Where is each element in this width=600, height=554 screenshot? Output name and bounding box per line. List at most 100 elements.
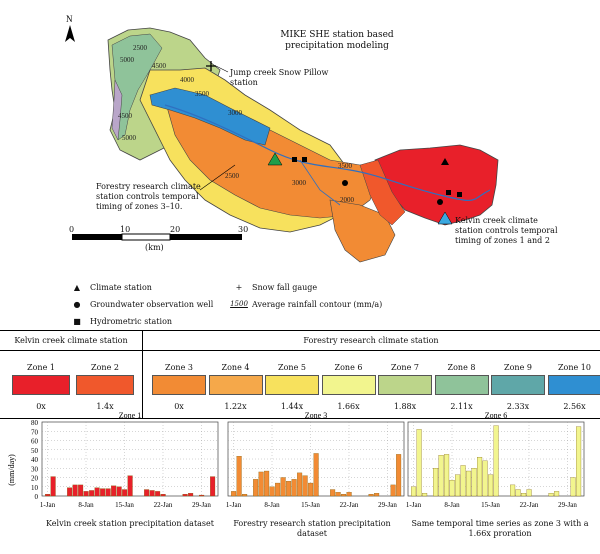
- x-tick-label: 1-Jan: [226, 501, 242, 509]
- zone-multiplier: 0x: [36, 402, 46, 411]
- legend-climate-station: Climate station: [90, 282, 152, 292]
- chart-title: Zone 6: [485, 411, 507, 420]
- bar: [160, 493, 166, 497]
- bar: [526, 489, 532, 497]
- zone-cell: Zone 7 1.88x: [378, 362, 432, 416]
- table-header-rule: [0, 350, 600, 351]
- contour-label: 3500: [338, 162, 353, 170]
- bar: [50, 476, 56, 497]
- contour-sample-icon: 1500: [230, 300, 248, 308]
- zone-cell: Zone 5 1.44x: [265, 362, 319, 416]
- bar: [199, 494, 205, 497]
- zone-cell: Zone 1 0x: [12, 362, 70, 416]
- bar: [466, 470, 472, 497]
- map-zone-south: [329, 199, 396, 263]
- bar: [144, 489, 150, 497]
- contour-label: 4000: [180, 76, 195, 84]
- chart-caption-3: Same temporal time series as zone 3 with…: [411, 519, 589, 538]
- zone-name: Zone 8: [447, 363, 476, 372]
- zone-multiplier: 2.56x: [563, 402, 586, 411]
- bar: [45, 493, 51, 497]
- bar: [341, 493, 347, 497]
- zone-cell: Zone 10 2.56x: [547, 362, 600, 416]
- bar: [149, 490, 155, 497]
- scale-tick: 30: [238, 225, 249, 234]
- zone-name: Zone 4: [221, 363, 250, 372]
- map-title: MIKE SHE station based precipitation mod…: [280, 30, 394, 51]
- zone-multiplier: 1.88x: [393, 402, 417, 411]
- bar: [122, 489, 128, 497]
- north-arrow-icon: [65, 25, 75, 42]
- bar: [264, 470, 270, 497]
- bar: [521, 493, 527, 497]
- zone-name: Zone 2: [91, 363, 119, 372]
- bar: [416, 429, 422, 497]
- y-tick-label: 10: [31, 484, 39, 492]
- river-branch: [299, 159, 341, 206]
- zone-color-swatch: [321, 375, 376, 395]
- hydrometric-station: [446, 190, 451, 195]
- map-zone-blue: [149, 87, 271, 146]
- river: [164, 104, 491, 201]
- bar: [390, 484, 396, 497]
- table-top-rule: [0, 330, 600, 331]
- bar: [111, 485, 117, 497]
- groundwater-well-icon: ●: [73, 299, 81, 309]
- bar: [155, 491, 161, 497]
- snow-gauge-icon: +: [235, 282, 243, 292]
- bar: [188, 493, 194, 497]
- zone-color-swatch: [265, 375, 319, 395]
- bar: [346, 492, 352, 497]
- bar: [510, 484, 516, 497]
- bar: [105, 488, 111, 497]
- y-tick-label: 70: [31, 428, 39, 436]
- catchment-map: 2500 5000 4500 4000 3500 3000 2500 3000 …: [65, 14, 499, 263]
- north-label: N: [66, 14, 73, 24]
- x-tick-label: 29-Jan: [192, 501, 211, 509]
- chart-caption-2: Forestry research station precipitation …: [233, 519, 391, 538]
- bar: [78, 484, 84, 497]
- bar: [368, 493, 374, 497]
- forestry-header: Forestry research climate station: [303, 336, 439, 345]
- forestry-climate-station: [267, 152, 283, 166]
- hydrometric-station-icon: ■: [73, 316, 81, 326]
- bar: [471, 468, 477, 497]
- zone-multiplier: 0x: [174, 402, 184, 411]
- bar: [72, 484, 78, 497]
- bar: [477, 456, 483, 497]
- bar: [438, 455, 444, 497]
- bar: [67, 487, 73, 497]
- map-zone-east-orange: [359, 159, 406, 226]
- zone-name: Zone 1: [27, 363, 55, 372]
- legend-groundwater-well: Groundwater observation well: [90, 299, 214, 309]
- climate-station-icon: ▲: [73, 282, 81, 292]
- bar: [253, 479, 259, 497]
- zone-multiplier: 1.22x: [224, 402, 247, 411]
- bar: [182, 493, 188, 497]
- bar: [280, 477, 286, 497]
- x-tick-label: 22-Jan: [340, 501, 359, 509]
- contour-label: 2500: [133, 44, 148, 52]
- y-tick-label: 40: [31, 456, 39, 464]
- x-tick-label: 1-Jan: [40, 501, 56, 509]
- zone-multiplier: 1.66x: [337, 402, 360, 411]
- y-tick-label: 80: [31, 419, 39, 427]
- legend: ▲ Climate station ● Groundwater observatio…: [70, 280, 213, 328]
- bar: [422, 493, 428, 497]
- bar: [460, 465, 466, 497]
- bar: [374, 493, 380, 497]
- bar: [94, 487, 100, 497]
- hydrometric-station: [457, 192, 462, 197]
- zone-name: Zone 6: [334, 363, 363, 372]
- bar: [286, 481, 292, 497]
- zone-color-swatch: [547, 375, 600, 395]
- kelvin-climate-station-map: [441, 158, 449, 165]
- zone-color-swatch: [208, 375, 263, 395]
- bar: [548, 493, 554, 497]
- zone-color-swatch: [491, 375, 545, 395]
- zone-multiplier: 1.44x: [280, 402, 304, 411]
- x-tick-label: 22-Jan: [520, 501, 539, 509]
- bar: [269, 486, 275, 497]
- chart-title: Zone 1: [119, 411, 141, 420]
